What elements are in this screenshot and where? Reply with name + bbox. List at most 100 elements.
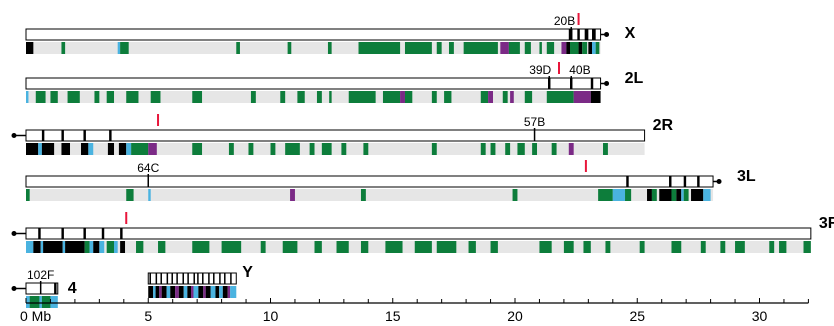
green-domain <box>404 42 432 54</box>
green-domain <box>490 241 498 253</box>
domain-track <box>26 189 714 201</box>
green-domain <box>803 241 811 253</box>
black-domain <box>566 42 571 54</box>
cyan-domain <box>193 286 199 298</box>
green-domain <box>512 189 518 201</box>
black-domain <box>215 286 220 298</box>
cyan-domain <box>50 296 58 308</box>
purple-domain <box>488 91 493 103</box>
black-domain <box>118 143 127 155</box>
green-domain <box>41 296 51 308</box>
heterochromatin-tick <box>166 273 169 284</box>
black-domain <box>41 143 55 155</box>
cyan-domain <box>26 241 34 253</box>
green-domain <box>517 143 525 155</box>
green-domain <box>360 189 366 201</box>
cyan-domain <box>126 143 132 155</box>
black-domain <box>161 286 167 298</box>
green-domain <box>468 241 476 253</box>
black-domain <box>81 143 89 155</box>
cyan-domain <box>210 286 216 298</box>
heterochromatin-tick <box>101 228 105 239</box>
heterochromatin-tick <box>230 273 232 284</box>
green-domain <box>463 42 498 54</box>
tick-label: 30 <box>752 308 768 324</box>
green-domain <box>414 241 432 253</box>
chromosome-label: X <box>625 25 636 42</box>
green-domain <box>583 241 591 253</box>
heterochromatin-tick <box>149 273 151 284</box>
purple-domain <box>227 286 231 298</box>
green-domain <box>598 189 613 201</box>
band-label: 57B <box>524 115 545 129</box>
heterochromatin-tick <box>171 273 173 284</box>
chromosome-3r: 3R <box>11 212 834 253</box>
black-domain <box>578 42 583 54</box>
black-domain <box>93 241 100 253</box>
cyan-domain <box>219 286 223 298</box>
heterochromatin-tick <box>224 273 226 284</box>
band-label: 102F <box>27 268 54 282</box>
cyan-domain <box>89 241 94 253</box>
black-domain <box>588 42 593 54</box>
green-domain <box>546 42 555 54</box>
heterochromatin-tick <box>61 228 64 239</box>
green-domain <box>480 143 486 155</box>
green-domain <box>285 143 300 155</box>
purple-domain <box>568 143 574 155</box>
green-domain <box>314 241 322 253</box>
heterochromatin-tick <box>83 228 86 239</box>
green-domain <box>327 42 332 54</box>
cyan-domain <box>26 91 29 103</box>
green-domain <box>221 241 242 253</box>
domain-track <box>26 42 601 54</box>
green-domain <box>250 91 256 103</box>
heterochromatin-tick <box>61 130 64 141</box>
green-domain <box>192 241 210 253</box>
green-domain <box>524 42 531 54</box>
green-domain <box>779 241 787 253</box>
domain-track <box>26 91 601 103</box>
heterochromatin-tick <box>683 176 687 187</box>
green-domain <box>539 42 542 54</box>
purple-domain <box>290 189 295 201</box>
green-domain <box>551 143 557 155</box>
cyan-domain <box>148 189 151 201</box>
band-label: 40B <box>569 63 590 77</box>
chromosome-outline <box>25 227 812 240</box>
green-domain <box>316 91 322 103</box>
green-domain <box>192 143 203 155</box>
cyan-domain <box>230 286 237 298</box>
heterochromatin-tick <box>182 273 184 284</box>
cyan-domain <box>703 189 711 201</box>
heterochromatin-tick <box>155 273 158 284</box>
green-domain <box>524 91 533 103</box>
green-domain <box>35 91 46 103</box>
chromosome-label: Y <box>242 264 253 281</box>
black-domain <box>676 189 682 201</box>
heterochromatin-tick <box>176 273 178 284</box>
band-label: 39D <box>529 63 551 77</box>
green-domain <box>700 241 706 253</box>
cyan-domain <box>183 286 188 298</box>
black-domain <box>107 143 115 155</box>
chromosome-label: 2L <box>625 70 644 87</box>
purple-domain <box>500 42 509 54</box>
heterochromatin-tick <box>41 130 45 141</box>
green-domain <box>358 42 401 54</box>
purple-domain <box>203 286 206 298</box>
heterochromatin-tick <box>197 273 199 284</box>
cyan-domain <box>612 189 626 201</box>
green-domain <box>126 189 134 201</box>
purple-domain <box>191 286 194 298</box>
purple-domain <box>561 42 567 54</box>
heterochromatin-tick <box>187 273 189 284</box>
green-domain <box>382 91 401 103</box>
green-domain <box>431 91 437 103</box>
chromosome-outline <box>147 272 237 285</box>
heterochromatin-tick <box>120 228 123 239</box>
green-domain <box>735 241 745 253</box>
green-domain <box>287 42 292 54</box>
black-domain <box>205 286 211 298</box>
